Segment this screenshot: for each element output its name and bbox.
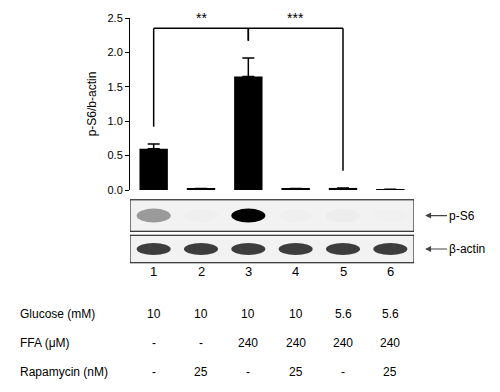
svg-text:-: - — [152, 336, 156, 350]
svg-text:4: 4 — [292, 264, 299, 279]
svg-text:240: 240 — [380, 336, 400, 350]
svg-text:p-S6/b-actin: p-S6/b-actin — [85, 72, 99, 137]
svg-text:240: 240 — [238, 336, 258, 350]
svg-text:-: - — [341, 365, 345, 379]
svg-text:Rapamycin (nM): Rapamycin (nM) — [20, 365, 108, 379]
svg-text:5.6: 5.6 — [335, 307, 352, 321]
svg-text:1.5: 1.5 — [108, 81, 123, 93]
svg-text:**: ** — [196, 10, 207, 26]
svg-text:-: - — [246, 365, 250, 379]
svg-text:25: 25 — [383, 365, 397, 379]
svg-text:5: 5 — [340, 264, 347, 279]
svg-text:0.0: 0.0 — [108, 184, 123, 196]
svg-text:6: 6 — [387, 264, 394, 279]
svg-text:10: 10 — [194, 307, 208, 321]
svg-text:10: 10 — [147, 307, 161, 321]
svg-text:2: 2 — [198, 264, 205, 279]
svg-text:240: 240 — [333, 336, 353, 350]
svg-text:p-S6: p-S6 — [449, 209, 475, 223]
svg-text:0.5: 0.5 — [108, 149, 123, 161]
svg-text:10: 10 — [289, 307, 303, 321]
svg-text:2.5: 2.5 — [108, 12, 123, 24]
svg-text:Glucose (mM): Glucose (mM) — [20, 307, 95, 321]
svg-text:1.0: 1.0 — [108, 115, 123, 127]
svg-text:25: 25 — [194, 365, 208, 379]
svg-text:25: 25 — [289, 365, 303, 379]
svg-text:2.0: 2.0 — [108, 46, 123, 58]
svg-text:FFA (μM): FFA (μM) — [20, 336, 70, 350]
svg-text:3: 3 — [245, 264, 252, 279]
svg-text:10: 10 — [241, 307, 255, 321]
svg-text:***: *** — [287, 10, 304, 26]
svg-text:β-actin: β-actin — [449, 242, 485, 256]
svg-text:240: 240 — [286, 336, 306, 350]
svg-text:1: 1 — [150, 264, 157, 279]
svg-text:5.6: 5.6 — [382, 307, 399, 321]
svg-text:-: - — [199, 336, 203, 350]
svg-text:-: - — [152, 365, 156, 379]
